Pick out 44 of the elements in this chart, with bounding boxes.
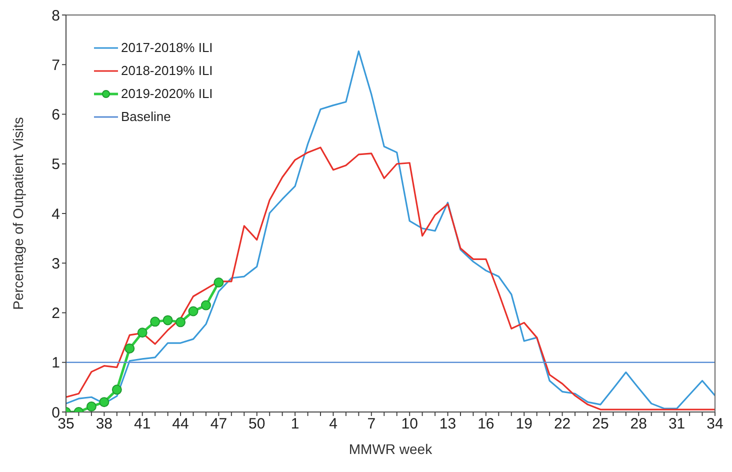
x-tick-label: 10: [401, 416, 418, 433]
y-tick-label: 3: [52, 255, 60, 272]
x-tick-label: 13: [439, 416, 456, 433]
x-tick-label: 34: [706, 416, 724, 433]
x-tick-label: 16: [478, 416, 494, 433]
x-tick-label: 44: [172, 416, 189, 433]
x-tick-label: 41: [134, 416, 151, 433]
y-tick-label: 7: [52, 56, 60, 74]
x-tick-label: 7: [367, 416, 376, 433]
point: [162, 315, 173, 326]
point: [150, 316, 160, 327]
point: [188, 306, 198, 316]
y-tick-label: 1: [52, 354, 60, 372]
x-tick-label: 35: [58, 416, 74, 433]
x-axis-title: MMWR week: [348, 440, 434, 457]
x-tick-label: 4: [329, 416, 338, 433]
legend-label: 2017-2018% ILI: [121, 39, 213, 57]
x-tick-label: 38: [96, 416, 113, 433]
x-tick-label: 31: [668, 416, 686, 433]
point: [86, 402, 96, 412]
x-tick-label: 25: [592, 416, 609, 433]
y-axis-title: Percentage of Outpatient Visits: [10, 117, 26, 310]
x-tick-label: 22: [554, 416, 571, 433]
y-tick-label: 0: [52, 404, 60, 422]
y-tick-label: 2: [52, 305, 60, 322]
point: [176, 317, 186, 328]
point: [124, 343, 135, 354]
y-tick-label: 4: [52, 206, 60, 223]
x-tick-label: 47: [210, 416, 228, 433]
point: [99, 397, 110, 408]
legend-label: Baseline: [121, 108, 171, 126]
x-tick-label: 1: [290, 416, 300, 433]
point: [137, 328, 148, 338]
y-tick-label: 8: [52, 7, 60, 24]
legend-label: 2018-2019% ILI: [121, 62, 213, 80]
legend-label: 2019-2020% ILI: [121, 85, 213, 103]
x-tick-label: 28: [630, 416, 647, 433]
point: [200, 300, 211, 310]
x-tick-label: 19: [516, 416, 532, 433]
point: [112, 384, 122, 395]
x-tick-label: 50: [248, 416, 266, 433]
y-tick-label: 6: [52, 106, 60, 124]
point: [214, 277, 224, 288]
y-tick-label: 5: [52, 156, 60, 174]
